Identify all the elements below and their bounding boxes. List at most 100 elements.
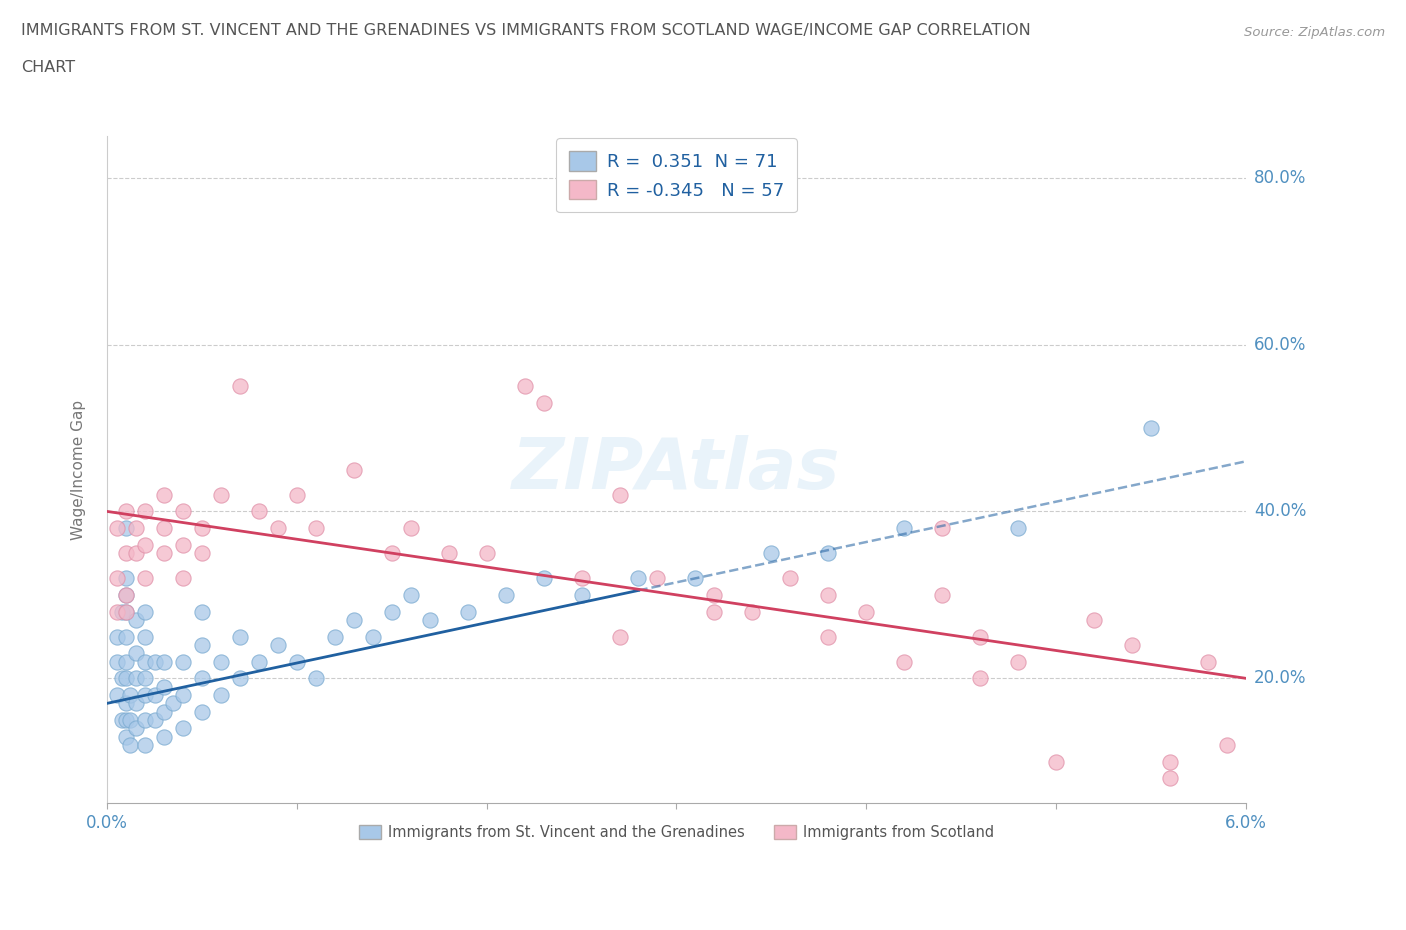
Point bbox=[931, 588, 953, 603]
Text: Source: ZipAtlas.com: Source: ZipAtlas.com bbox=[1244, 26, 1385, 39]
Point bbox=[513, 379, 536, 393]
Point bbox=[115, 546, 138, 561]
Point bbox=[124, 671, 146, 685]
Point bbox=[1159, 754, 1181, 769]
Point bbox=[153, 487, 176, 502]
Point bbox=[761, 546, 783, 561]
Point bbox=[609, 630, 631, 644]
Point bbox=[267, 637, 290, 652]
Point bbox=[343, 462, 366, 477]
Point bbox=[172, 687, 194, 702]
Point bbox=[115, 588, 138, 603]
Point bbox=[124, 613, 146, 628]
Text: 80.0%: 80.0% bbox=[1254, 168, 1306, 187]
Point bbox=[571, 588, 593, 603]
Point bbox=[191, 521, 214, 536]
Point bbox=[475, 546, 498, 561]
Point bbox=[134, 504, 156, 519]
Point bbox=[533, 395, 555, 410]
Point bbox=[685, 571, 707, 586]
Point bbox=[172, 721, 194, 736]
Point bbox=[191, 604, 214, 619]
Point bbox=[105, 687, 128, 702]
Point bbox=[153, 729, 176, 744]
Point bbox=[172, 654, 194, 669]
Point bbox=[247, 654, 270, 669]
Point bbox=[399, 588, 422, 603]
Point bbox=[969, 630, 991, 644]
Point bbox=[153, 521, 176, 536]
Text: IMMIGRANTS FROM ST. VINCENT AND THE GRENADINES VS IMMIGRANTS FROM SCOTLAND WAGE/: IMMIGRANTS FROM ST. VINCENT AND THE GREN… bbox=[21, 23, 1031, 38]
Point bbox=[1197, 654, 1219, 669]
Point bbox=[1083, 613, 1105, 628]
Legend: Immigrants from St. Vincent and the Grenadines, Immigrants from Scotland: Immigrants from St. Vincent and the Gren… bbox=[353, 819, 1000, 846]
Point bbox=[143, 687, 166, 702]
Point bbox=[817, 588, 839, 603]
Point bbox=[124, 546, 146, 561]
Point bbox=[969, 671, 991, 685]
Point bbox=[118, 712, 141, 727]
Point bbox=[134, 571, 156, 586]
Point bbox=[134, 671, 156, 685]
Point bbox=[609, 487, 631, 502]
Point bbox=[741, 604, 763, 619]
Point bbox=[229, 379, 252, 393]
Point bbox=[495, 588, 517, 603]
Point bbox=[105, 571, 128, 586]
Point bbox=[571, 571, 593, 586]
Y-axis label: Wage/Income Gap: Wage/Income Gap bbox=[72, 400, 86, 539]
Text: ZIPAtlas: ZIPAtlas bbox=[512, 435, 841, 504]
Point bbox=[343, 613, 366, 628]
Text: 60.0%: 60.0% bbox=[1254, 336, 1306, 353]
Point bbox=[105, 630, 128, 644]
Point bbox=[817, 546, 839, 561]
Point bbox=[1045, 754, 1067, 769]
Point bbox=[285, 487, 308, 502]
Point bbox=[419, 613, 441, 628]
Point bbox=[893, 521, 915, 536]
Point bbox=[191, 704, 214, 719]
Point bbox=[191, 637, 214, 652]
Point bbox=[105, 521, 128, 536]
Point bbox=[305, 521, 328, 536]
Point bbox=[172, 538, 194, 552]
Point bbox=[143, 712, 166, 727]
Point bbox=[134, 604, 156, 619]
Point bbox=[209, 654, 232, 669]
Point bbox=[134, 630, 156, 644]
Point bbox=[124, 721, 146, 736]
Point bbox=[124, 696, 146, 711]
Point bbox=[153, 654, 176, 669]
Point bbox=[893, 654, 915, 669]
Point bbox=[305, 671, 328, 685]
Point bbox=[703, 604, 725, 619]
Text: 40.0%: 40.0% bbox=[1254, 502, 1306, 521]
Point bbox=[191, 671, 214, 685]
Point bbox=[1140, 420, 1163, 435]
Point bbox=[115, 571, 138, 586]
Point bbox=[457, 604, 479, 619]
Point bbox=[143, 654, 166, 669]
Point bbox=[703, 588, 725, 603]
Point bbox=[115, 654, 138, 669]
Point bbox=[153, 546, 176, 561]
Point bbox=[209, 487, 232, 502]
Point bbox=[209, 687, 232, 702]
Point bbox=[115, 712, 138, 727]
Point bbox=[267, 521, 290, 536]
Point bbox=[1216, 737, 1239, 752]
Point bbox=[153, 679, 176, 694]
Point bbox=[931, 521, 953, 536]
Point bbox=[247, 504, 270, 519]
Point bbox=[115, 588, 138, 603]
Point bbox=[111, 712, 134, 727]
Point bbox=[855, 604, 877, 619]
Point bbox=[1007, 521, 1029, 536]
Point bbox=[115, 729, 138, 744]
Point bbox=[118, 687, 141, 702]
Point bbox=[437, 546, 460, 561]
Point bbox=[627, 571, 650, 586]
Point bbox=[118, 737, 141, 752]
Point bbox=[153, 704, 176, 719]
Point bbox=[134, 737, 156, 752]
